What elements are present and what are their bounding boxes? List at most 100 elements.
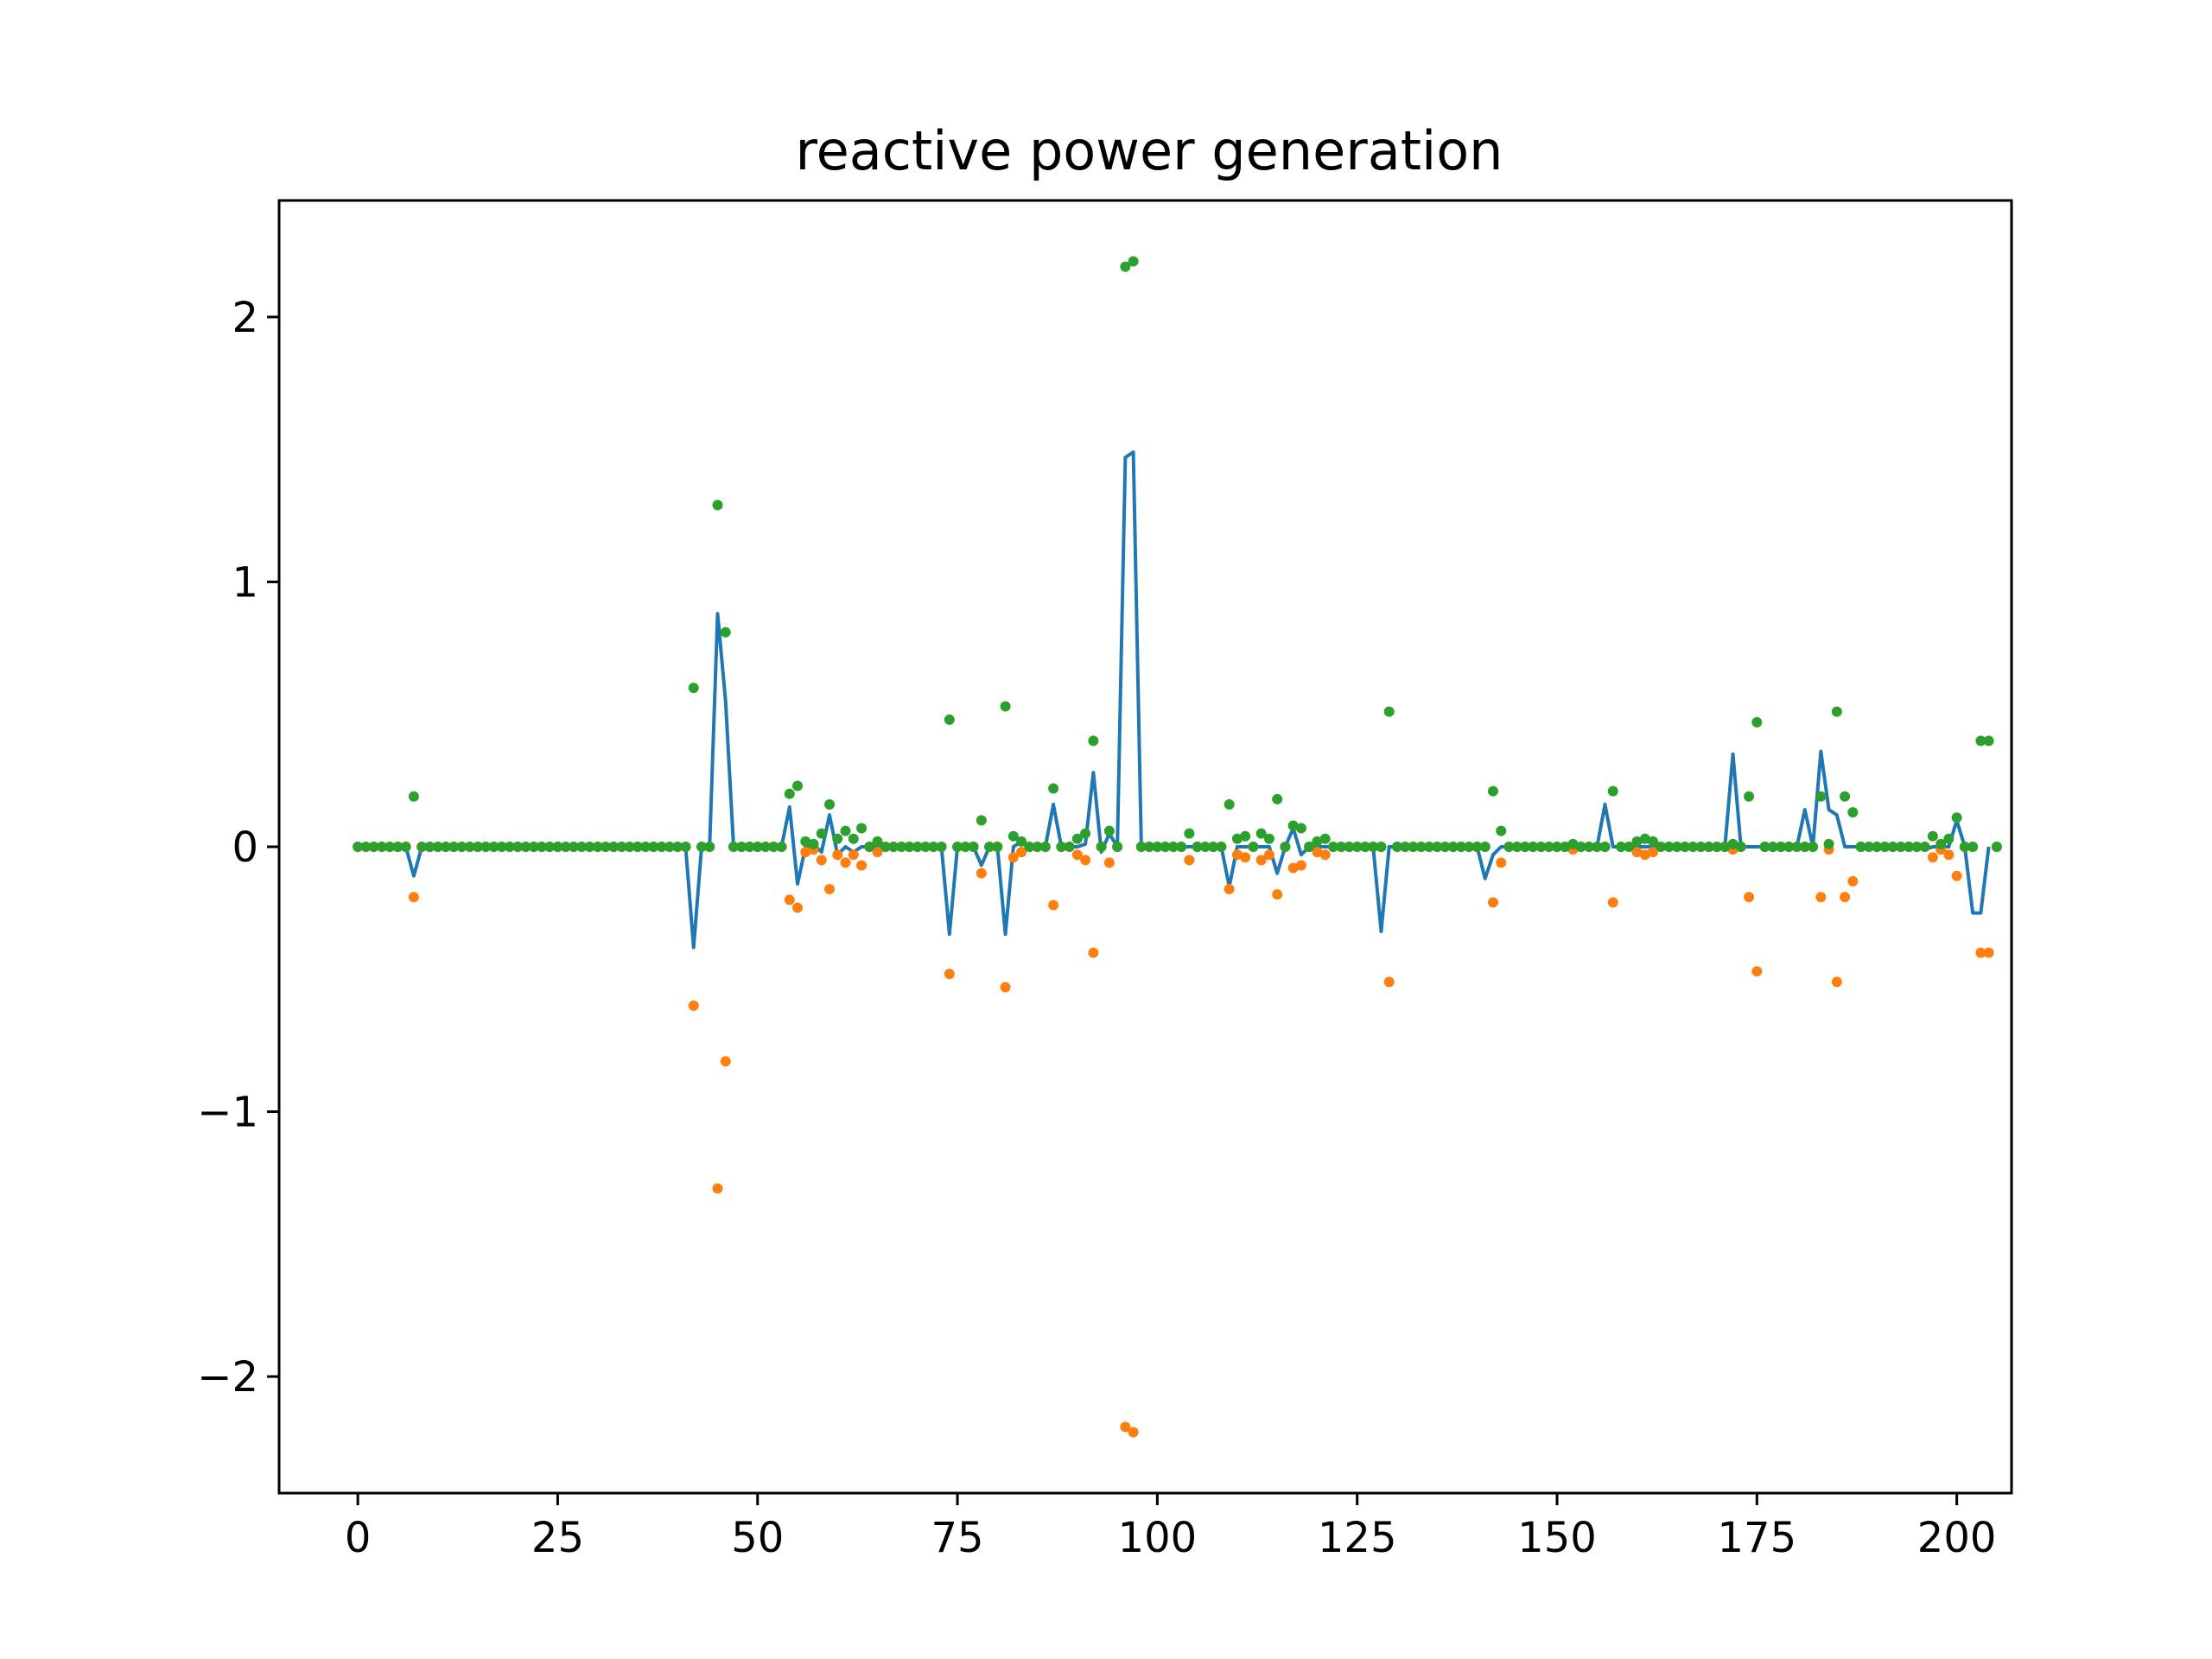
scatter-point [1776, 842, 1787, 852]
scatter-point [1671, 842, 1682, 852]
scatter-point [1639, 849, 1650, 861]
scatter-point [1016, 836, 1027, 847]
scatter-point [1000, 701, 1011, 712]
scatter-point [1936, 838, 1947, 849]
scatter-point [928, 842, 939, 852]
x-tick-label: 150 [1517, 1514, 1597, 1562]
scatter-point [1199, 842, 1211, 852]
scatter-point [448, 842, 460, 852]
scatter-point [1791, 842, 1802, 852]
scatter-point [1255, 855, 1267, 866]
scatter-point [1951, 870, 1962, 881]
scatter-point [1584, 842, 1595, 852]
scatter-point [440, 842, 451, 852]
scatter-point [1975, 947, 1986, 958]
scatter-point [1287, 820, 1299, 831]
scatter-point [1336, 842, 1347, 852]
y-tick-label: −2 [197, 1353, 258, 1402]
scatter-point [1007, 852, 1019, 863]
scatter-point [1567, 838, 1579, 849]
scatter-point [1487, 897, 1498, 908]
scatter-point [896, 842, 907, 852]
scatter-point [1648, 836, 1659, 847]
scatter-point [1847, 875, 1859, 887]
scatter-point [520, 842, 531, 852]
scatter-point [1943, 849, 1955, 861]
y-tick-label: 2 [232, 294, 258, 342]
scatter-point [1368, 842, 1379, 852]
scatter-point [1455, 842, 1466, 852]
scatter-point [1607, 785, 1618, 797]
scatter-point [1440, 842, 1451, 852]
scatter-point [856, 823, 868, 834]
scatter-point [1840, 791, 1851, 802]
scatter-point [1280, 842, 1291, 852]
scatter-point [1983, 947, 1994, 958]
scatter-point [600, 842, 611, 852]
scatter-point [1744, 791, 1755, 802]
scatter-point [1400, 842, 1411, 852]
scatter-point [576, 842, 588, 852]
scatter-point [1656, 842, 1667, 852]
scatter-point [1631, 836, 1643, 847]
scatter-point [632, 842, 643, 852]
scatter-point [728, 842, 739, 852]
scatter-point [1487, 785, 1498, 797]
scatter-point [1048, 899, 1059, 911]
scatter-point [1759, 842, 1770, 852]
scatter-point [432, 842, 443, 852]
scatter-point [1703, 842, 1714, 852]
scatter-point [408, 791, 419, 802]
scatter-point [504, 842, 515, 852]
scatter-point [1272, 889, 1283, 900]
scatter-point [944, 969, 955, 980]
scatter-point [1295, 823, 1306, 834]
scatter-point [1112, 842, 1123, 852]
scatter-point [1167, 842, 1179, 852]
x-tick-label: 175 [1717, 1514, 1796, 1562]
scatter-point [1975, 735, 1986, 747]
scatter-point [1344, 842, 1355, 852]
scatter-point [1327, 842, 1338, 852]
scatter-point [1815, 892, 1827, 903]
scatter-point [1951, 812, 1962, 823]
scatter-point [1192, 842, 1203, 852]
scatter-point [688, 683, 699, 694]
scatter-point [1208, 842, 1219, 852]
scatter-point [1575, 842, 1586, 852]
scatter-point [912, 842, 923, 852]
scatter-point [1080, 828, 1091, 839]
scatter-point [1496, 825, 1507, 836]
scatter-point [1007, 830, 1019, 842]
scatter-point [1823, 838, 1834, 849]
scatter-point [1071, 833, 1083, 844]
scatter-point [1103, 825, 1115, 836]
scatter-point [1152, 842, 1163, 852]
scatter-point [656, 842, 667, 852]
scatter-point [1904, 842, 1915, 852]
scatter-point [792, 902, 804, 913]
scatter-point [1712, 842, 1723, 852]
y-tick-label: −1 [197, 1089, 258, 1137]
scatter-point [816, 855, 827, 866]
scatter-point [888, 842, 899, 852]
scatter-point [1911, 842, 1923, 852]
scatter-point [1048, 783, 1059, 794]
scatter-point [816, 828, 827, 839]
scatter-point [872, 836, 883, 847]
scatter-point [824, 884, 836, 895]
scatter-point [1744, 892, 1755, 903]
x-tick-label: 125 [1318, 1514, 1397, 1562]
x-tick-label: 100 [1118, 1514, 1198, 1562]
scatter-point [976, 868, 987, 879]
scatter-point [760, 842, 772, 852]
scatter-point [584, 842, 595, 852]
scatter-point [536, 842, 547, 852]
scatter-point [1927, 830, 1938, 842]
scatter-point [424, 842, 435, 852]
scatter-point [1064, 842, 1075, 852]
scatter-point [856, 860, 868, 871]
scatter-point [1695, 842, 1707, 852]
scatter-point [880, 842, 891, 852]
scatter-point [1840, 892, 1851, 903]
